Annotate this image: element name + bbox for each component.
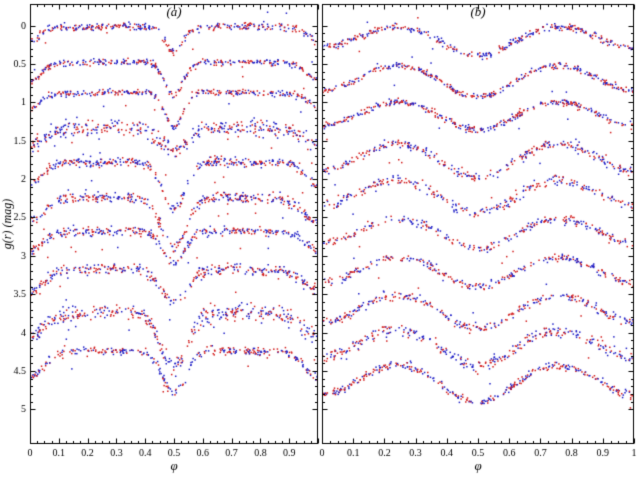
light-curve-figure [0, 0, 637, 477]
light-curves-canvas [0, 0, 637, 477]
